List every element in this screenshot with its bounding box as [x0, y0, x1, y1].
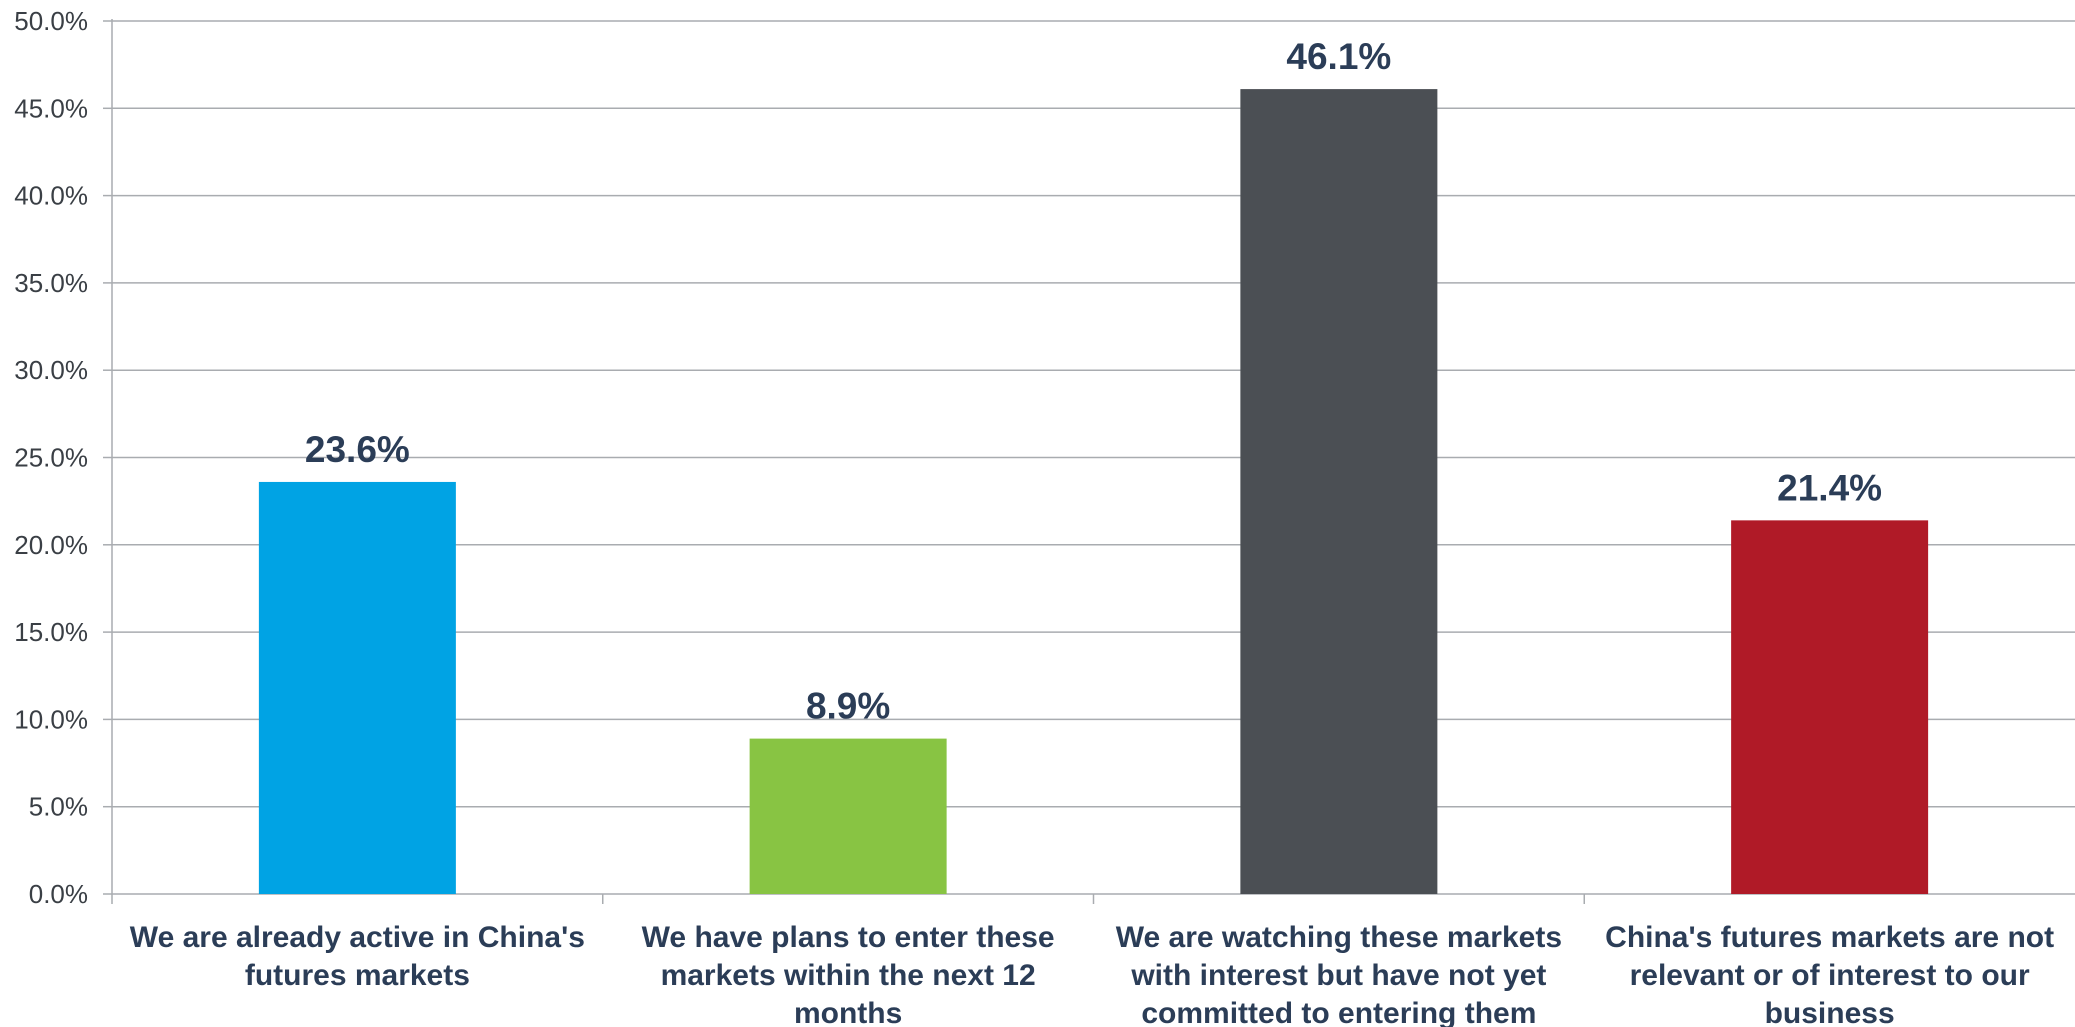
category-label-line: We have plans to enter these — [642, 921, 1055, 954]
data-label: 8.9% — [806, 686, 890, 727]
category-label-line: We are already active in China's — [130, 921, 585, 954]
category-label-line: futures markets — [245, 959, 470, 992]
bar — [1731, 520, 1929, 894]
y-tick-label: 0.0% — [29, 879, 88, 909]
category-label: We are watching these markets with intere… — [1116, 921, 1562, 1027]
y-tick-label: 35.0% — [14, 268, 88, 298]
y-tick-label: 15.0% — [14, 617, 88, 647]
y-tick-label: 45.0% — [14, 93, 88, 123]
y-tick-label: 20.0% — [14, 530, 88, 560]
category-label: China's futures markets are not relevant … — [1605, 921, 2054, 1027]
bar — [749, 738, 947, 894]
data-label: 21.4% — [1777, 467, 1882, 508]
y-tick-label: 5.0% — [29, 792, 88, 822]
category-label-line: with interest but have not yet — [1130, 959, 1546, 992]
data-label: 23.6% — [305, 429, 410, 470]
data-labels: 23.6% 8.9% 46.1% 21.4% — [305, 36, 1882, 727]
y-tick-label: 25.0% — [14, 443, 88, 473]
bar — [258, 481, 456, 894]
category-label-line: business — [1765, 997, 1895, 1027]
category-label-line: relevant or of interest to our — [1630, 959, 2030, 992]
category-label-line: We are watching these markets — [1116, 921, 1562, 954]
category-label-line: committed to entering them — [1141, 997, 1536, 1027]
y-axis-tick-labels: 0.0% 5.0% 10.0% 15.0% 20.0% 25.0% 30.0% 35.0% 40… — [14, 6, 88, 909]
data-label: 46.1% — [1286, 36, 1391, 77]
x-axis-tick-labels: We are already active in China's futures … — [130, 921, 2054, 1027]
y-tick-label: 30.0% — [14, 355, 88, 385]
category-label-line: months — [794, 997, 902, 1027]
category-label: We have plans to enter these markets with… — [642, 921, 1055, 1027]
y-tick-label: 50.0% — [14, 6, 88, 36]
y-tick-label: 40.0% — [14, 181, 88, 211]
bar — [1240, 89, 1438, 895]
category-label: We are already active in China's futures … — [130, 921, 585, 992]
category-label-line: China's futures markets are not — [1605, 921, 2054, 954]
category-label-line: markets within the next 12 — [661, 959, 1036, 992]
bars — [258, 89, 1929, 895]
y-tick-label: 10.0% — [14, 704, 88, 734]
